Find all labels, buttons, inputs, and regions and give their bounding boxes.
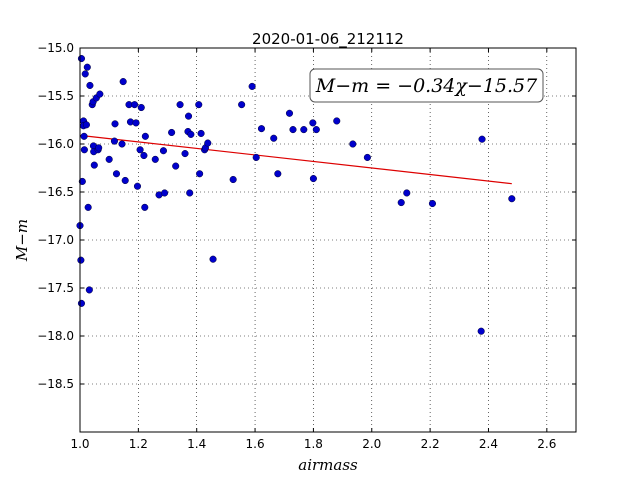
data-point — [77, 256, 85, 264]
data-point — [82, 121, 90, 129]
data-point — [78, 177, 86, 185]
data-point — [86, 81, 94, 89]
y-tick-label: −17.0 — [37, 233, 74, 247]
data-point — [112, 170, 121, 178]
equation-annotation: M−m = −0.34χ−15.57 — [309, 68, 544, 103]
data-point — [248, 82, 256, 90]
axis-ticks: 1.0 1.2 1.4 1.6 1.8 2.0 2.2 2.4 2.6 −15.0 −15.5 −16… — [37, 41, 576, 451]
data-point — [176, 101, 184, 109]
data-point — [238, 101, 246, 109]
data-point — [77, 55, 86, 63]
data-point — [289, 126, 297, 134]
x-tick-label: 2.6 — [537, 437, 556, 451]
data-point — [172, 162, 180, 170]
data-point — [229, 175, 237, 184]
data-point — [133, 182, 142, 190]
data-point — [159, 147, 167, 155]
data-point — [186, 189, 194, 197]
data-point — [95, 144, 103, 152]
data-point — [274, 170, 282, 178]
data-point — [309, 175, 317, 183]
x-tick-label: 1.0 — [70, 437, 89, 451]
data-point — [83, 63, 91, 71]
data-point — [121, 176, 129, 185]
data-point — [105, 155, 113, 163]
points-layer — [76, 55, 516, 335]
data-point — [141, 132, 149, 140]
x-tick-label: 2.4 — [479, 437, 498, 451]
data-point — [168, 128, 176, 137]
data-point — [508, 195, 516, 203]
data-point — [403, 189, 411, 197]
data-point — [140, 151, 148, 160]
data-point — [84, 203, 92, 211]
data-point — [96, 90, 104, 98]
data-point — [136, 146, 144, 154]
data-point — [397, 199, 405, 207]
data-point — [196, 170, 204, 178]
data-point — [151, 155, 159, 163]
x-tick-label: 1.4 — [187, 437, 206, 451]
data-point — [300, 126, 308, 134]
data-point — [80, 146, 88, 154]
data-point — [85, 286, 93, 294]
data-point — [184, 112, 193, 120]
data-point — [197, 129, 205, 137]
x-tick-label: 1.8 — [304, 437, 323, 451]
data-point — [257, 125, 266, 133]
x-axis-label: airmass — [298, 456, 358, 474]
y-axis-label: M−m — [13, 219, 31, 262]
data-point — [181, 150, 189, 158]
data-point — [80, 132, 88, 140]
x-tick-label: 2.2 — [421, 437, 440, 451]
data-point — [137, 103, 145, 112]
data-point — [131, 101, 139, 109]
y-tick-label: −16.0 — [37, 137, 74, 151]
data-point — [333, 117, 341, 125]
data-point — [209, 255, 217, 263]
x-tick-label: 1.2 — [129, 437, 148, 451]
data-point — [252, 153, 260, 161]
data-point — [119, 78, 127, 86]
data-point — [195, 101, 203, 109]
data-point — [312, 126, 320, 134]
data-point — [428, 199, 437, 208]
chart-title: 2020-01-06_212112 — [252, 30, 404, 49]
equation-text: M−m = −0.34χ−15.57 — [315, 75, 538, 97]
y-tick-label: −16.5 — [37, 185, 74, 199]
data-point — [110, 137, 118, 145]
data-point — [309, 119, 317, 127]
data-point — [285, 109, 294, 117]
data-point — [161, 189, 169, 197]
data-point — [118, 140, 126, 148]
data-point — [77, 299, 86, 307]
data-point — [349, 140, 357, 148]
fit-line-layer — [79, 134, 512, 185]
y-tick-label: −17.5 — [37, 281, 74, 295]
equation-box — [309, 68, 544, 103]
data-point — [477, 327, 485, 335]
y-tick-label: −18.5 — [37, 377, 74, 391]
y-tick-label: −18.0 — [37, 329, 74, 343]
y-tick-label: −15.5 — [37, 89, 74, 103]
x-tick-label: 1.6 — [246, 437, 265, 451]
data-point — [132, 119, 140, 127]
data-point — [81, 70, 89, 78]
fit-line — [79, 134, 512, 185]
data-point — [111, 120, 119, 128]
data-point — [204, 139, 212, 147]
grid — [80, 48, 576, 432]
data-point — [90, 161, 98, 169]
x-tick-label: 2.0 — [362, 437, 381, 451]
data-point — [363, 153, 371, 161]
data-point — [141, 203, 149, 211]
data-point — [270, 134, 278, 142]
data-point — [478, 135, 486, 143]
data-point — [187, 130, 195, 138]
y-tick-label: −15.0 — [37, 41, 74, 55]
